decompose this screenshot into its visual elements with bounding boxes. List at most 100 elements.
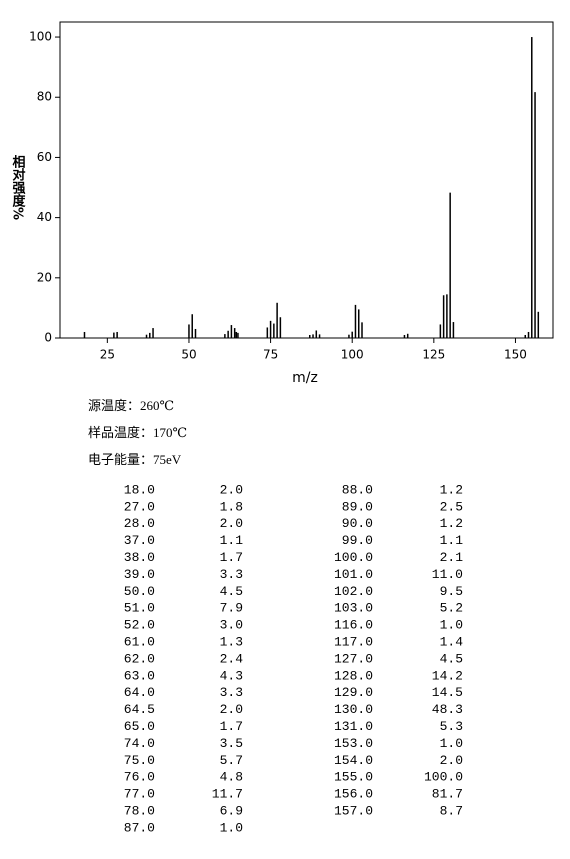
- peak: [279, 317, 282, 338]
- peak: [273, 323, 275, 338]
- table-mass: 128.0: [334, 668, 373, 683]
- table-mass: 100.0: [334, 550, 373, 565]
- table-intensity: 3.5: [220, 736, 243, 751]
- table-intensity: 3.0: [220, 618, 243, 633]
- table-intensity: 1.1: [220, 533, 244, 548]
- table-intensity: 4.5: [220, 584, 243, 599]
- x-tick-label: 50: [181, 348, 196, 362]
- table-intensity: 14.5: [432, 685, 463, 700]
- table-intensity: 4.5: [440, 651, 463, 666]
- peak: [531, 37, 533, 339]
- peak: [315, 330, 318, 338]
- table-mass: 87.0: [124, 820, 155, 835]
- table-mass: 63.0: [124, 668, 155, 683]
- peak: [235, 331, 238, 338]
- peak: [266, 327, 269, 338]
- peak: [188, 324, 190, 338]
- table-intensity: 1.0: [220, 820, 243, 835]
- table-intensity: 1.2: [440, 482, 463, 497]
- peak: [406, 333, 409, 338]
- y-axis-label: 相对强度%: [10, 154, 26, 220]
- table-mass: 77.0: [124, 787, 155, 802]
- table-intensity: 1.3: [220, 635, 243, 650]
- condition: 源温度：260℃: [88, 398, 174, 413]
- table-intensity: 1.0: [440, 736, 463, 751]
- table-intensity: 8.7: [440, 804, 463, 819]
- table-mass: 51.0: [124, 601, 155, 616]
- table-intensity: 3.3: [220, 685, 243, 700]
- peak: [149, 332, 151, 338]
- table-mass: 88.0: [342, 482, 373, 497]
- table-intensity: 1.1: [440, 533, 464, 548]
- table-mass: 157.0: [334, 804, 373, 819]
- table-mass: 18.0: [124, 482, 155, 497]
- table-intensity: 5.3: [440, 719, 463, 734]
- peak: [446, 294, 448, 338]
- table-intensity: 11.7: [212, 787, 243, 802]
- table-mass: 76.0: [124, 770, 155, 785]
- peak: [318, 334, 321, 338]
- table-mass: 39.0: [124, 567, 155, 582]
- table-intensity: 100.0: [424, 770, 463, 785]
- table-mass: 65.0: [124, 719, 155, 734]
- table-mass: 154.0: [334, 753, 373, 768]
- peak: [534, 92, 536, 338]
- peak: [233, 328, 236, 338]
- y-tick-label: 100: [29, 30, 52, 44]
- table-intensity: 5.7: [220, 753, 243, 768]
- peak: [237, 332, 239, 338]
- table-mass: 38.0: [124, 550, 155, 565]
- peak: [276, 302, 278, 338]
- y-tick-label: 40: [37, 210, 52, 224]
- table-intensity: 6.9: [220, 804, 243, 819]
- table-intensity: 1.8: [220, 499, 243, 514]
- table-mass: 78.0: [124, 804, 155, 819]
- peak: [449, 192, 451, 338]
- table-mass: 50.0: [124, 584, 155, 599]
- peak: [152, 328, 154, 338]
- table-intensity: 3.3: [220, 567, 243, 582]
- peak: [145, 334, 148, 338]
- table-mass: 131.0: [334, 719, 373, 734]
- condition: 样品温度：170℃: [88, 425, 187, 440]
- table-mass: 64.5: [124, 702, 155, 717]
- peak: [312, 334, 314, 338]
- y-tick-label: 60: [37, 150, 52, 164]
- peak: [194, 328, 197, 338]
- table-intensity: 1.7: [220, 550, 243, 565]
- peak: [403, 334, 406, 338]
- table-mass: 153.0: [334, 736, 373, 751]
- table-intensity: 81.7: [432, 787, 463, 802]
- table-intensity: 4.8: [220, 770, 243, 785]
- table-intensity: 4.3: [220, 668, 243, 683]
- peak: [113, 332, 115, 338]
- table-mass: 52.0: [124, 618, 155, 633]
- table-intensity: 2.0: [220, 702, 243, 717]
- peak: [230, 325, 233, 338]
- table-mass: 102.0: [334, 584, 373, 599]
- table-intensity: 14.2: [432, 668, 463, 683]
- peak: [309, 334, 311, 338]
- table-mass: 90.0: [342, 516, 373, 531]
- table-intensity: 48.3: [432, 702, 463, 717]
- table-mass: 75.0: [124, 753, 155, 768]
- table-intensity: 9.5: [440, 584, 463, 599]
- table-intensity: 1.2: [440, 516, 463, 531]
- table-mass: 130.0: [334, 702, 373, 717]
- peak: [269, 320, 272, 338]
- table-intensity: 2.5: [440, 499, 463, 514]
- peak: [452, 322, 455, 338]
- x-tick-label: 150: [504, 348, 527, 362]
- table-mass: 61.0: [124, 635, 155, 650]
- table-intensity: 2.1: [440, 550, 464, 565]
- peak: [191, 314, 193, 338]
- table-intensity: 7.9: [220, 601, 243, 616]
- table-mass: 28.0: [124, 516, 155, 531]
- peak: [351, 331, 353, 338]
- y-tick-label: 0: [44, 331, 52, 345]
- table-intensity: 2.0: [440, 753, 463, 768]
- y-tick-label: 80: [37, 90, 52, 104]
- x-tick-label: 100: [341, 348, 364, 362]
